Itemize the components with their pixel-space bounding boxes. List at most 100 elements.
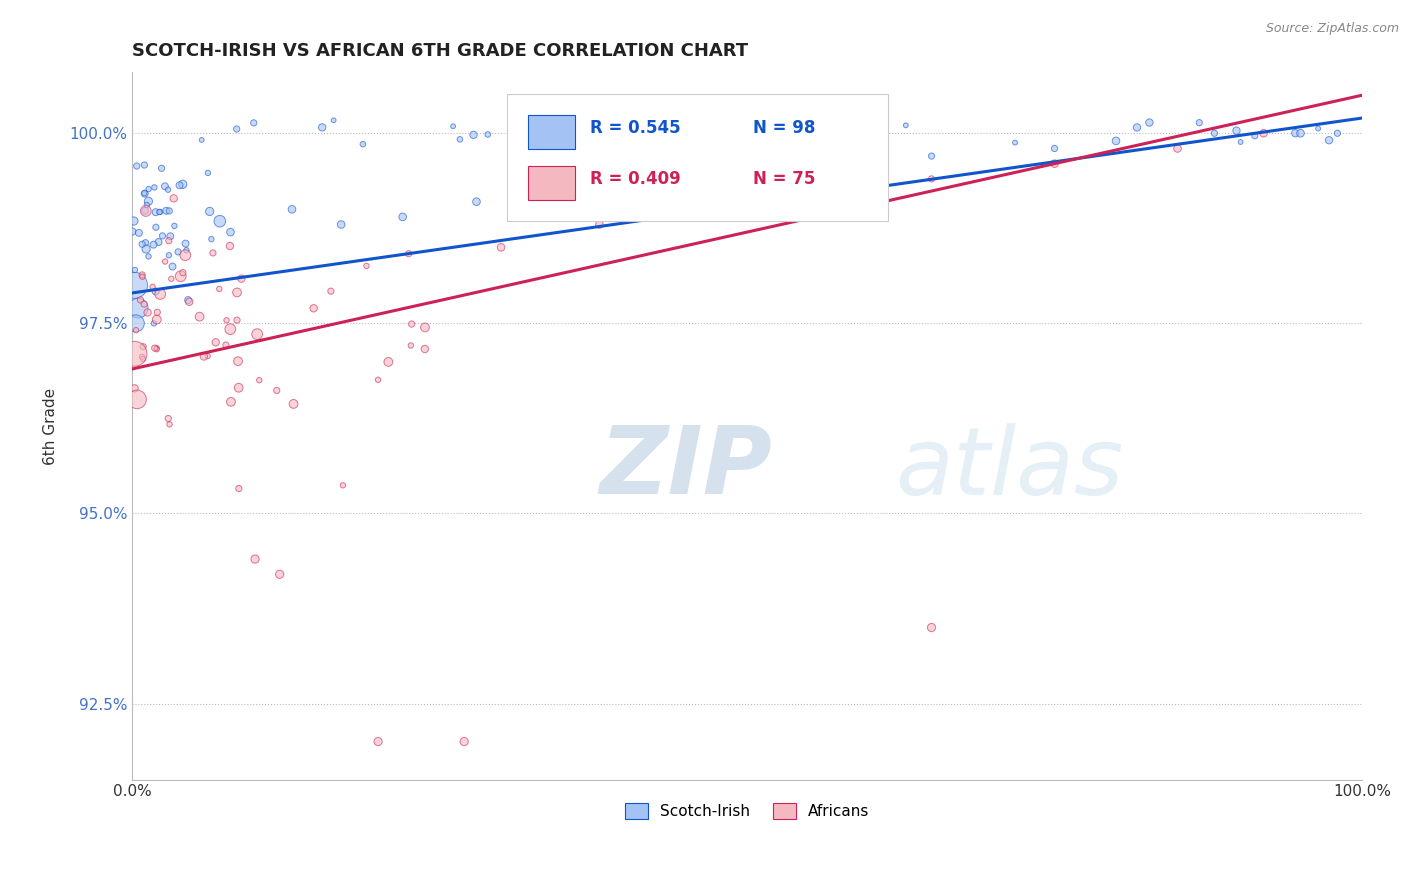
Point [463, 128, 485, 142]
Text: N = 98: N = 98 [754, 119, 815, 136]
Point [399, 338, 422, 352]
Point [132, 351, 155, 366]
Point [377, 355, 399, 369]
Point [1229, 135, 1251, 149]
Legend: Scotch-Irish, Africans: Scotch-Irish, Africans [619, 797, 876, 825]
Point [188, 310, 211, 324]
Point [834, 156, 856, 170]
Point [219, 322, 242, 336]
Point [215, 338, 238, 352]
Point [319, 284, 342, 298]
Point [391, 210, 413, 224]
Point [1004, 136, 1026, 150]
Point [401, 317, 423, 331]
Point [231, 271, 253, 285]
Point [1043, 141, 1066, 155]
Point [228, 381, 250, 395]
Point [134, 186, 156, 201]
Point [508, 111, 530, 125]
Point [145, 341, 167, 355]
Point [125, 392, 148, 407]
Point [124, 381, 146, 395]
Point [197, 349, 219, 363]
Point [138, 194, 160, 209]
Point [135, 242, 157, 256]
Point [576, 120, 599, 134]
Point [266, 384, 288, 398]
Point [1225, 123, 1247, 137]
Bar [529, 166, 575, 200]
Point [153, 179, 176, 194]
Point [356, 259, 378, 273]
Point [135, 204, 157, 219]
Point [125, 317, 148, 331]
Point [534, 133, 557, 147]
FancyBboxPatch shape [508, 94, 889, 221]
Point [226, 313, 249, 327]
Point [201, 246, 224, 260]
Text: Source: ZipAtlas.com: Source: ZipAtlas.com [1265, 22, 1399, 36]
Point [921, 621, 943, 635]
Point [332, 478, 354, 492]
Point [441, 120, 464, 134]
Point [735, 164, 758, 178]
Point [208, 282, 231, 296]
Point [124, 263, 146, 277]
Point [198, 204, 221, 219]
Point [121, 225, 143, 239]
Point [671, 130, 693, 145]
Point [172, 178, 194, 192]
Point [813, 126, 835, 140]
Point [449, 132, 471, 146]
Point [197, 166, 219, 180]
Point [155, 203, 177, 218]
Point [190, 133, 212, 147]
Point [797, 179, 820, 194]
Point [413, 342, 436, 356]
Point [1204, 126, 1226, 140]
Point [127, 301, 149, 315]
Point [128, 226, 150, 240]
Point [453, 734, 475, 748]
Point [157, 183, 180, 197]
Point [157, 411, 180, 425]
Point [138, 249, 160, 263]
Point [132, 340, 155, 354]
Text: atlas: atlas [894, 423, 1123, 514]
Point [283, 397, 305, 411]
Point [157, 234, 180, 248]
Point [1317, 133, 1340, 147]
Point [134, 186, 156, 201]
Point [311, 120, 333, 135]
Text: R = 0.545: R = 0.545 [589, 119, 681, 136]
Point [789, 121, 811, 136]
Point [551, 187, 574, 202]
Point [1137, 115, 1160, 129]
Point [146, 312, 169, 326]
Point [1105, 134, 1128, 148]
Point [167, 244, 190, 259]
Point [145, 343, 167, 357]
Point [157, 248, 180, 262]
Point [134, 203, 156, 218]
Point [588, 179, 610, 194]
Point [1166, 141, 1188, 155]
Point [131, 268, 153, 282]
Point [153, 254, 176, 268]
Point [281, 202, 304, 217]
Point [148, 205, 170, 219]
Point [152, 228, 174, 243]
Point [163, 219, 186, 233]
Point [215, 313, 238, 327]
Point [135, 235, 157, 250]
Point [588, 218, 610, 232]
Y-axis label: 6th Grade: 6th Grade [44, 387, 58, 465]
Point [125, 323, 148, 337]
Point [169, 178, 191, 193]
Point [228, 482, 250, 496]
Point [159, 229, 181, 244]
Point [675, 202, 697, 217]
Point [477, 128, 499, 142]
Point [122, 214, 145, 228]
Point [1043, 156, 1066, 170]
